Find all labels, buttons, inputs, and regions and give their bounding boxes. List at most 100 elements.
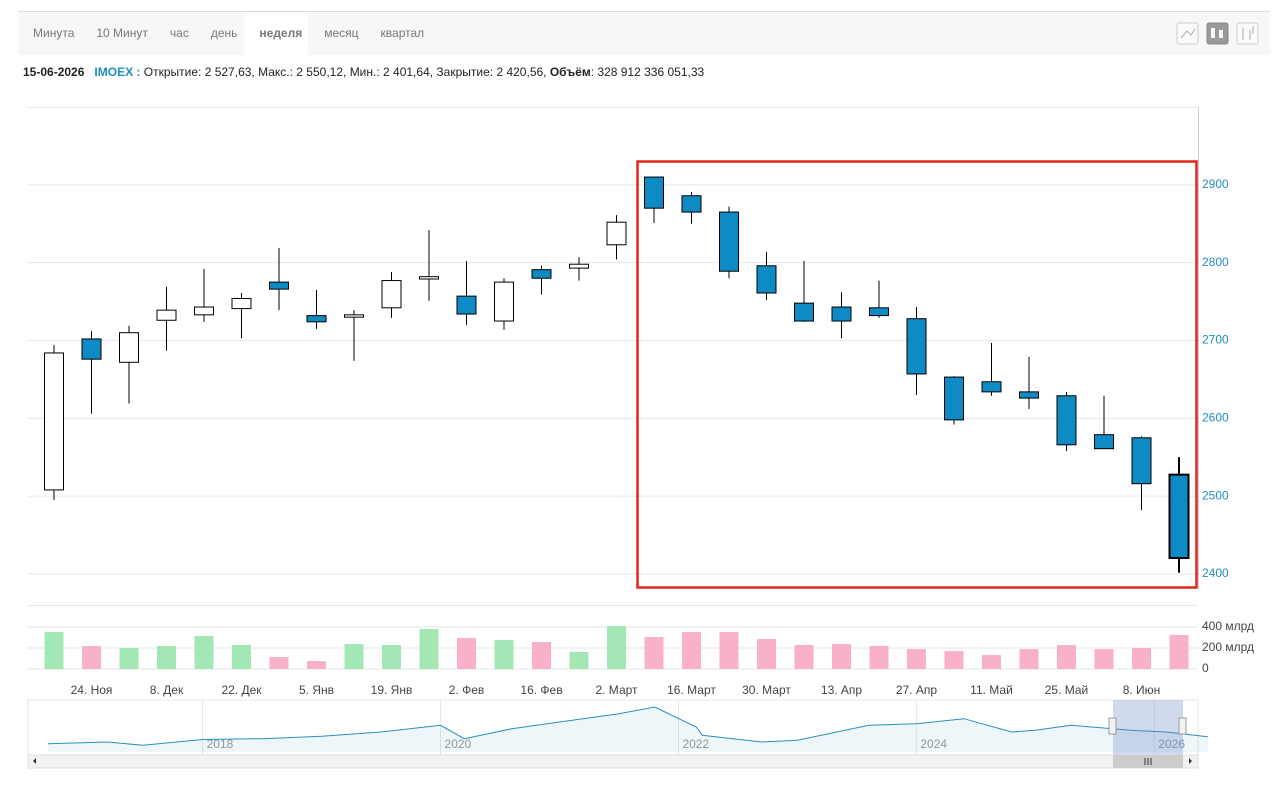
- volume-bar: [607, 625, 626, 669]
- candle-body: [1131, 437, 1152, 485]
- volume-bar: [569, 652, 589, 669]
- field-label: Макс.:: [258, 65, 293, 79]
- navigator-label: 2022: [682, 737, 709, 751]
- field-value: 2 401,64,: [383, 65, 433, 79]
- tab[interactable]: Минута: [33, 26, 75, 40]
- candle-body: [1094, 434, 1114, 450]
- candle-body: [1019, 391, 1039, 399]
- field-label: Мин.:: [350, 65, 380, 79]
- navigator-label: 2024: [920, 737, 947, 751]
- volume-bar: [1019, 649, 1039, 669]
- ticker: IMOEX :: [94, 65, 140, 79]
- candle-body: [119, 332, 139, 363]
- x-tick-label: 8. Июн: [1123, 683, 1161, 697]
- volume-bar: [944, 651, 964, 669]
- x-tick-label: 27. Апр: [896, 683, 938, 697]
- y-tick-label: 2600: [1202, 410, 1229, 424]
- candle-body: [794, 302, 814, 322]
- volume-bar: [119, 648, 139, 669]
- tab[interactable]: месяц: [324, 26, 358, 40]
- candle-body: [81, 338, 102, 360]
- field-value: : 328 912 336 051,33: [591, 65, 705, 79]
- x-tick-label: 2. Фев: [449, 683, 485, 697]
- date: 15-06-2026: [23, 65, 85, 79]
- volume-bar: [982, 655, 1001, 669]
- field-label: Объём: [550, 65, 591, 79]
- candle-body: [419, 276, 439, 280]
- candle-icon: [1219, 30, 1223, 38]
- candle-body: [1056, 395, 1077, 446]
- volume-bar: [194, 636, 214, 669]
- tab[interactable]: квартал: [381, 26, 425, 40]
- candle-button[interactable]: [1206, 22, 1229, 45]
- y-tick-label: 2800: [1202, 255, 1229, 269]
- tab[interactable]: день: [211, 26, 238, 40]
- scroll-right[interactable]: [1189, 758, 1192, 764]
- field-label: Открытие:: [144, 65, 202, 79]
- info-line: 15-06-2026 IMOEX : Открытие: 2 527,63, М…: [23, 65, 704, 79]
- candle-body: [831, 306, 852, 322]
- x-tick-label: 24. Ноя: [71, 683, 113, 697]
- x-tick-label: 25. Май: [1045, 683, 1089, 697]
- x-tick-label: 5. Янв: [299, 683, 334, 697]
- y-tick-label: 2700: [1202, 333, 1229, 347]
- tab[interactable]: неделя: [259, 26, 302, 40]
- candle-body: [344, 314, 364, 318]
- candle-body: [681, 195, 702, 213]
- volume-bar: [382, 644, 401, 669]
- volume-bar: [682, 632, 701, 669]
- ohlc-button[interactable]: [1236, 22, 1259, 45]
- navigator-handle[interactable]: [1178, 717, 1187, 735]
- candle-body: [156, 309, 177, 321]
- navigator-label: 2026: [1158, 737, 1185, 751]
- candle-body: [269, 281, 289, 290]
- active-tab: [244, 12, 309, 55]
- volume-bar: [82, 646, 101, 669]
- volume-bar: [644, 637, 664, 669]
- candle-body: [606, 221, 627, 246]
- tab[interactable]: 10 Минут: [96, 26, 148, 40]
- x-tick-label: 2. Март: [595, 683, 638, 697]
- x-tick-label: 16. Фев: [520, 683, 562, 697]
- candle-body: [306, 315, 327, 323]
- field-value: 2 527,63,: [205, 65, 255, 79]
- x-tick-label: 8. Дек: [150, 683, 184, 697]
- candle-body: [231, 297, 252, 310]
- candle-body: [1168, 473, 1190, 559]
- candle-body: [494, 281, 514, 322]
- volume-bar: [832, 644, 851, 669]
- volume-bar: [907, 649, 926, 669]
- tab-bar: [18, 12, 1270, 55]
- candle-body: [569, 263, 589, 269]
- volume-bar: [757, 638, 776, 669]
- y-tick-label: 2500: [1202, 488, 1229, 502]
- field-value: 2 550,12,: [296, 65, 346, 79]
- chart-type-buttons[interactable]: [1176, 22, 1259, 45]
- candle-icon: [1211, 28, 1215, 38]
- x-tick-label: 22. Дек: [221, 683, 262, 697]
- volume-bar: [1169, 635, 1189, 669]
- navigator-selection[interactable]: [1113, 700, 1183, 755]
- volume-bar: [719, 632, 739, 669]
- volume-bar: [44, 632, 64, 669]
- navigator: [27, 699, 1199, 756]
- ohlc-icon: [1242, 26, 1254, 40]
- volume-bar: [307, 661, 326, 669]
- scroll-left[interactable]: [33, 758, 36, 764]
- volume-bar: [419, 629, 439, 669]
- volume-tick-label: 0: [1202, 661, 1209, 675]
- line-button[interactable]: [1176, 22, 1199, 45]
- candle-body: [756, 265, 777, 294]
- field-value: 2 420,56,: [496, 65, 546, 79]
- candle-body: [981, 381, 1002, 393]
- navigator-handle[interactable]: [1108, 717, 1117, 735]
- candle-body: [44, 352, 64, 491]
- volume-bar: [344, 644, 364, 669]
- candle-body: [644, 176, 664, 209]
- volume-bar: [494, 640, 514, 669]
- volume-bar: [269, 657, 289, 669]
- candle-body: [719, 211, 739, 272]
- tab[interactable]: час: [170, 26, 189, 40]
